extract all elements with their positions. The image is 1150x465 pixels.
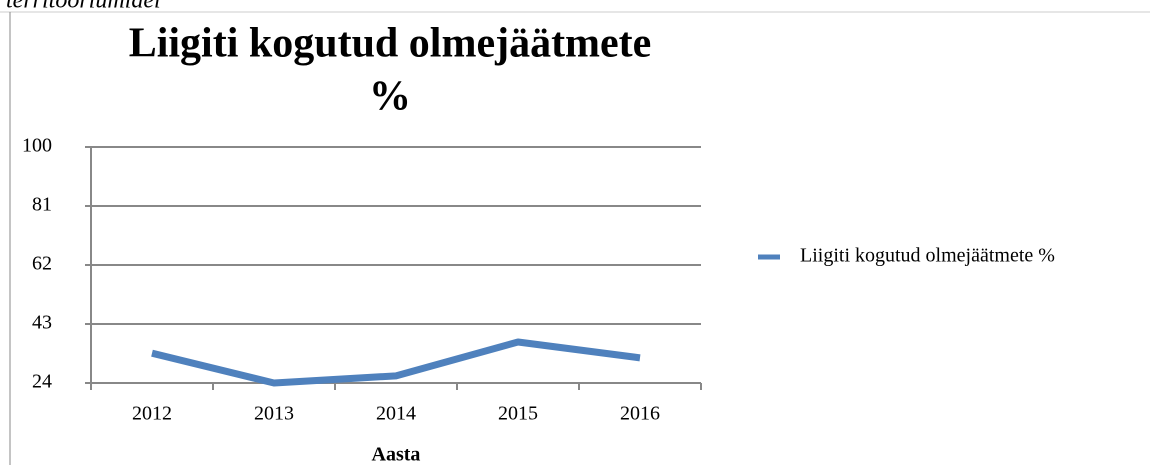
x-tick-label: 2013 bbox=[254, 403, 294, 425]
y-tick-label: 24 bbox=[32, 371, 52, 393]
x-tick-label: 2014 bbox=[376, 403, 416, 425]
x-tick-label: 2015 bbox=[498, 403, 538, 425]
x-tick-label: 2016 bbox=[620, 403, 660, 425]
line-series bbox=[151, 338, 641, 387]
x-tick-label: 2012 bbox=[132, 403, 172, 425]
page-text: territooriumidel bbox=[6, 0, 161, 14]
y-tick-label: 81 bbox=[32, 194, 52, 216]
chart-title: Liigiti kogutud olmejäätmete bbox=[129, 21, 652, 67]
chart-title: % bbox=[369, 74, 411, 120]
y-tick-label: 62 bbox=[32, 253, 52, 275]
legend-label: Liigiti kogutud olmejäätmete % bbox=[800, 245, 1055, 267]
y-tick-label: 43 bbox=[32, 312, 52, 334]
x-axis-label: Aasta bbox=[372, 444, 421, 465]
y-tick-label: 100 bbox=[22, 135, 52, 157]
